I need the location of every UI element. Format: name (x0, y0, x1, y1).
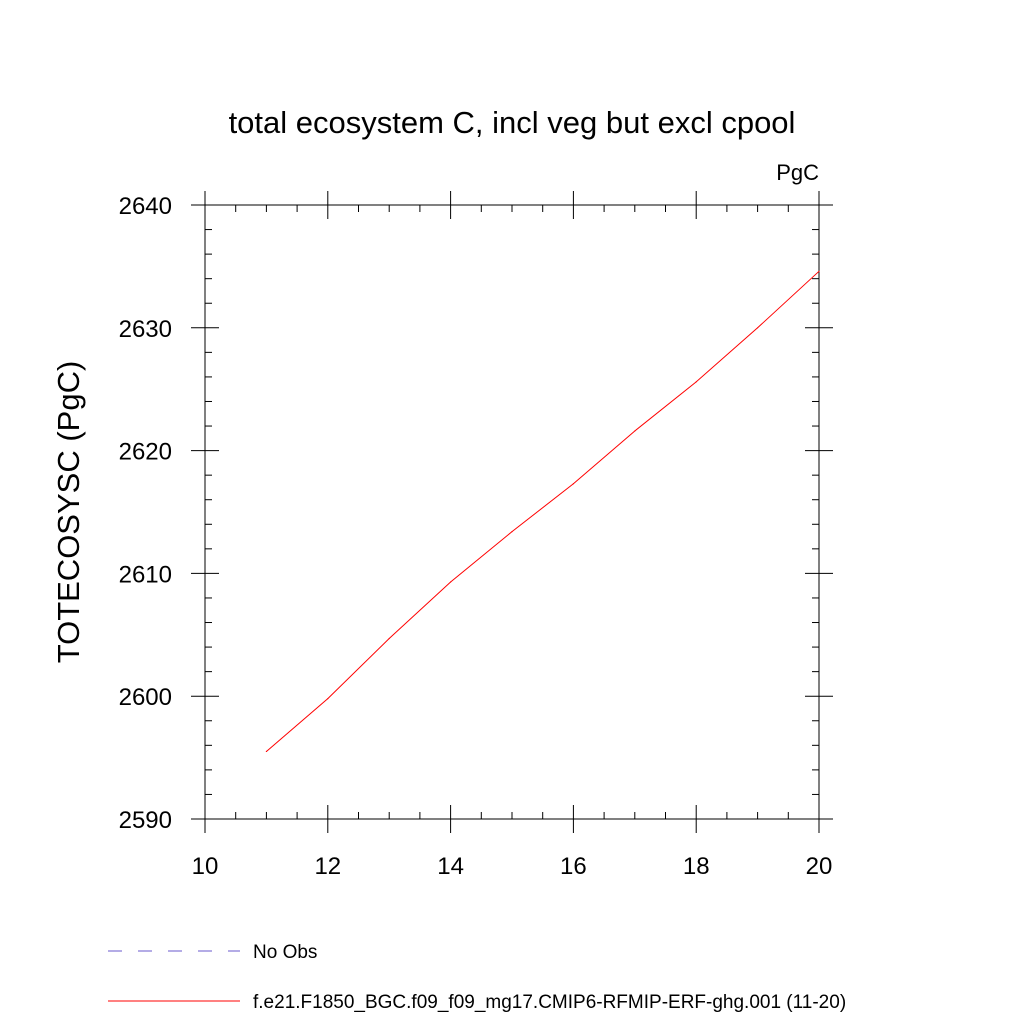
data-point (695, 381, 697, 383)
y-tick-label: 2630 (119, 316, 172, 343)
legend: No Obs f.e21.F1850_BGC.f09_f09_mg17.CMIP6… (108, 942, 846, 1013)
data-point (388, 637, 390, 640)
y-axis-label: TOTECOSYSC (PgC) (51, 361, 86, 664)
units-label: PgC (776, 160, 819, 185)
data-point (511, 531, 513, 533)
axis-ticks: 10 12 14 16 18 20 2590 2600 2610 2620 2630 2640 (119, 191, 833, 880)
y-tick-label: 2620 (119, 439, 172, 466)
chart-title: total ecosystem C, incl veg but excl cpo… (229, 105, 796, 140)
x-tick-label: 20 (806, 853, 833, 880)
data-point (450, 581, 452, 583)
data-point (572, 483, 575, 485)
y-tick-label: 2610 (119, 561, 172, 588)
legend-label: f.e21.F1850_BGC.f09_f09_mg17.CMIP6-RFMIP… (253, 992, 846, 1013)
legend-label: No Obs (253, 942, 317, 963)
series-line (266, 270, 820, 752)
data-point (818, 270, 820, 272)
x-tick-label: 18 (683, 853, 710, 880)
data-point (265, 750, 267, 753)
y-tick-label: 2600 (119, 684, 172, 711)
x-tick-label: 14 (437, 853, 464, 880)
y-tick-label: 2640 (119, 193, 172, 220)
series-layer (265, 270, 820, 753)
x-tick-label: 16 (560, 853, 587, 880)
data-point (327, 698, 329, 700)
data-point (757, 327, 759, 329)
x-tick-label: 10 (192, 853, 219, 880)
y-tick-label: 2590 (119, 807, 172, 834)
plot-frame (204, 204, 820, 820)
x-tick-label: 12 (314, 853, 341, 880)
plot-area: 10 12 14 16 18 20 2590 2600 2610 2620 2630 2640 (119, 191, 833, 880)
data-point (634, 430, 636, 432)
